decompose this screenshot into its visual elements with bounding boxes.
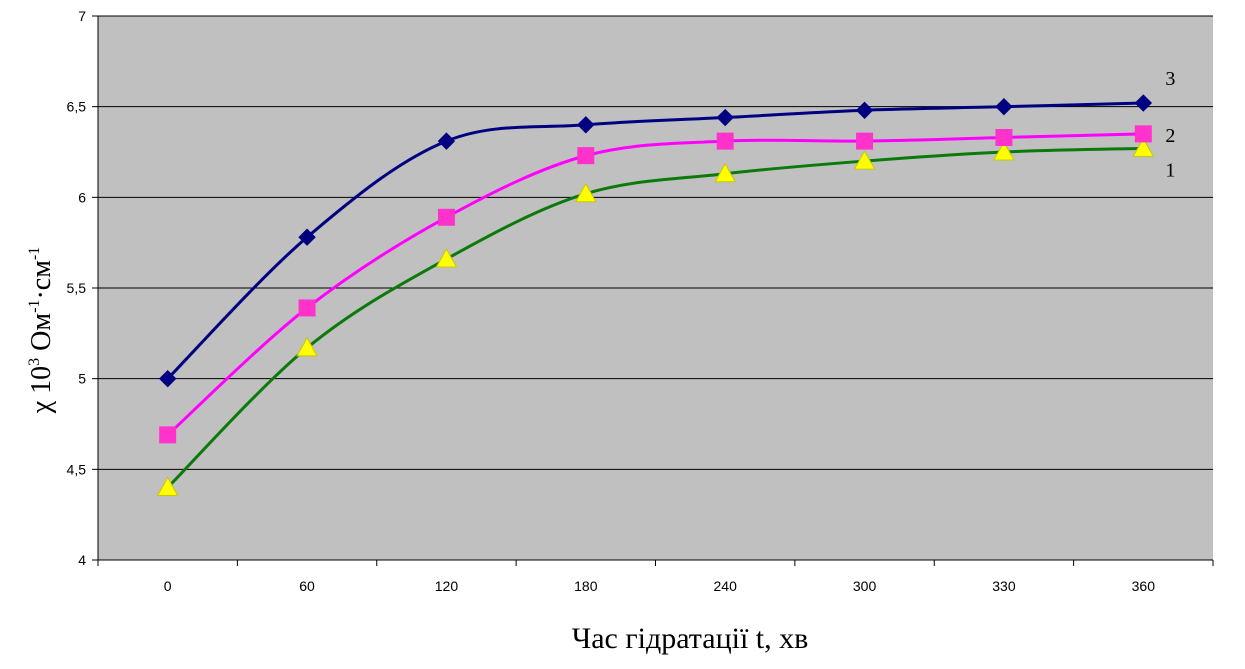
data-point-series-2 xyxy=(159,426,177,444)
y-tick-label: 5 xyxy=(78,371,86,387)
x-tick-label: 300 xyxy=(853,578,877,594)
series-label-1: 1 xyxy=(1165,159,1175,181)
x-tick-label: 330 xyxy=(992,578,1016,594)
data-point-series-2 xyxy=(577,147,595,165)
data-point-series-2 xyxy=(437,208,455,226)
data-point-series-1 xyxy=(435,247,458,268)
data-point-series-1 xyxy=(296,336,318,357)
grid-layer xyxy=(98,15,1213,470)
data-point-series-1 xyxy=(574,182,597,203)
data-point-series-3 xyxy=(716,108,734,127)
x-tick-label: 0 xyxy=(164,578,172,594)
y-axis-title-unit2-exp: -1 xyxy=(26,247,43,260)
y-axis-title: χ 103 Ом-1·см-1 xyxy=(26,247,57,415)
series-label-2: 2 xyxy=(1165,125,1175,147)
x-tick-label: 240 xyxy=(714,578,738,594)
data-point-series-3 xyxy=(995,97,1013,116)
y-tick-label: 7 xyxy=(78,8,86,24)
data-point-series-3 xyxy=(577,116,595,134)
data-point-series-1 xyxy=(714,162,737,183)
data-point-series-2 xyxy=(1134,125,1152,143)
series-label-3: 3 xyxy=(1165,68,1175,90)
y-tick-label: 4,5 xyxy=(67,461,87,477)
data-point-series-1 xyxy=(1132,137,1155,157)
y-axis-title-unit1: Ом xyxy=(26,313,57,358)
data-point-series-2 xyxy=(716,132,734,150)
data-point-series-3 xyxy=(158,369,177,388)
x-tick-label: 360 xyxy=(1132,578,1156,594)
y-axis-title-unit1-exp: -1 xyxy=(26,300,43,313)
x-tick-label: 60 xyxy=(299,578,315,594)
x-axis-title: Час гідратації t, хв xyxy=(572,622,809,655)
data-point-series-3 xyxy=(1134,94,1153,112)
y-tick-label: 4 xyxy=(78,552,86,568)
data-point-series-2 xyxy=(995,128,1013,146)
y-tick-label: 5,5 xyxy=(67,280,87,296)
data-point-series-2 xyxy=(856,132,874,150)
data-point-series-2 xyxy=(298,299,316,317)
x-tick-label: 180 xyxy=(574,578,598,594)
data-point-series-3 xyxy=(298,228,316,246)
data-point-series-1 xyxy=(853,150,876,170)
axis-layer xyxy=(92,15,1214,566)
y-axis-title-sep: ·см xyxy=(26,260,57,300)
label-layer: 4 4,5 5 5,5 6 6,5 7 0 60 120 180 240 300 330 360 1 2 3 xyxy=(67,8,1176,594)
data-point-series-3 xyxy=(855,101,874,120)
marker-layer xyxy=(156,94,1155,496)
y-axis-title-exp: 3 xyxy=(26,358,43,366)
y-tick-label: 6 xyxy=(78,189,86,205)
y-axis-title-main: χ 10 xyxy=(26,366,57,414)
y-tick-label: 6,5 xyxy=(67,99,87,115)
data-point-series-3 xyxy=(437,132,456,150)
data-point-series-1 xyxy=(993,140,1015,161)
data-point-series-1 xyxy=(156,476,179,496)
x-tick-label: 120 xyxy=(435,578,459,594)
